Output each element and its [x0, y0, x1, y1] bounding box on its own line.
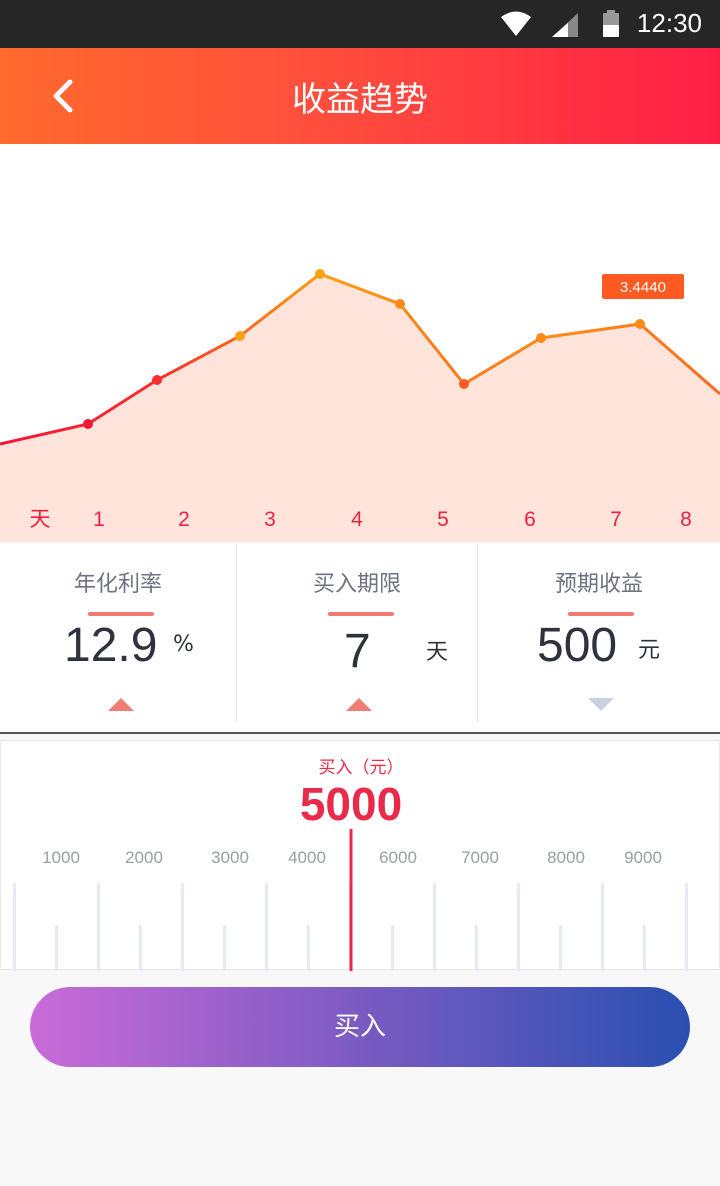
chart-point: [536, 333, 546, 343]
chart-point: [459, 379, 469, 389]
chart-x-tick-label: 4: [351, 508, 363, 531]
stat-annual-rate: 年化利率 12.9 %: [0, 544, 236, 724]
trend-chart-svg: 天 1 2 3 4 5 6 7 8 3.4440: [0, 269, 720, 542]
stat-underline: [568, 612, 634, 616]
chart-x-tick-label: 7: [610, 508, 622, 531]
ruler-tick: [265, 883, 268, 971]
divider: [477, 544, 478, 722]
stat-underline: [328, 612, 394, 616]
chart-point: [635, 319, 645, 329]
chart-x-tick-label: 3: [264, 508, 276, 531]
stat-underline: [88, 612, 154, 616]
ruler-tick: [223, 925, 226, 971]
app-bar: 收益趋势: [0, 48, 720, 144]
stat-term: 买入期限 7 天: [237, 544, 477, 724]
stat-expected-earnings: 预期收益 500 元: [478, 544, 720, 724]
battery-icon: [603, 10, 619, 37]
ruler-tick-label: 6000: [379, 848, 417, 867]
wifi-icon: [501, 11, 531, 36]
ruler-label: 买入（元）: [318, 758, 404, 778]
ruler-value: 5000: [299, 778, 403, 830]
divider: [236, 544, 237, 722]
chart-area-fill: [0, 274, 720, 542]
stat-value: 500: [537, 619, 618, 672]
ruler-tick: [433, 883, 436, 971]
chart-x-tick-label: 1: [93, 508, 105, 531]
ruler-tick: [391, 925, 394, 971]
chart-x-tick-label: 5: [437, 508, 449, 531]
decrease-arrow-icon[interactable]: [588, 698, 614, 711]
ruler-tick: [307, 925, 310, 971]
chart-x-tick-label: 6: [524, 508, 536, 531]
stat-label: 买入期限: [312, 572, 401, 597]
ruler-tick: [559, 925, 562, 971]
ruler-tick: [13, 883, 16, 971]
stat-value: 7: [344, 625, 371, 678]
chart-series-line: [0, 272, 720, 446]
chart-value-label: 3.4440: [620, 279, 666, 296]
chart-x-tick-label: 8: [680, 508, 692, 531]
ruler-tick-label: 8000: [547, 848, 585, 867]
earnings-trend-chart: 天 1 2 3 4 5 6 7 8 3.4440: [0, 144, 720, 542]
amount-ruler[interactable]: 1000 2000 3000 4000 6000 7000 8000 9000 买入（元） 5…: [0, 740, 720, 971]
chart-value-tooltip: [602, 274, 684, 299]
cell-signal-icon: [552, 13, 578, 37]
ruler-tick: [643, 925, 646, 971]
chevron-left-icon[interactable]: [40, 74, 84, 118]
ruler-tick: [97, 883, 100, 971]
ruler-tick-label: 1000: [42, 848, 80, 867]
ruler-tick: [181, 883, 184, 971]
status-bar: 12:30: [0, 0, 720, 48]
chart-x-tick-label: 2: [178, 508, 190, 531]
ruler-tick: [685, 883, 688, 971]
ruler-tick-label: 9000: [624, 848, 662, 867]
buy-button[interactable]: 买入: [30, 987, 690, 1067]
page-title: 收益趋势: [292, 80, 428, 120]
chart-point: [152, 375, 162, 385]
ruler-tick: [55, 925, 58, 971]
ruler-tick: [517, 883, 520, 971]
stat-value: 12.9: [64, 619, 158, 672]
ruler-tick-label: 7000: [461, 848, 499, 867]
increase-arrow-icon[interactable]: [346, 698, 372, 711]
stat-label: 年化利率: [73, 572, 162, 597]
ruler-tick: [139, 925, 142, 971]
ruler-tick: [475, 925, 478, 971]
status-time: 12:30: [636, 8, 702, 38]
stat-unit: 天: [426, 640, 449, 665]
stat-unit: %: [173, 632, 194, 657]
chart-point: [395, 299, 405, 309]
stat-unit: 元: [638, 638, 661, 663]
ruler-scale[interactable]: 1000 2000 3000 4000 6000 7000 8000 9000: [1, 741, 720, 971]
ruler-tick-label: 4000: [288, 848, 326, 867]
ruler-tick-label: 3000: [211, 848, 249, 867]
increase-arrow-icon[interactable]: [108, 698, 134, 711]
chart-point: [315, 269, 325, 279]
chart-point: [83, 419, 93, 429]
ruler-tick: [601, 883, 604, 971]
stat-label: 预期收益: [554, 572, 643, 597]
chart-point: [235, 331, 245, 341]
chart-x-tick-label: 天: [30, 508, 51, 531]
stats-panel: 年化利率 12.9 % 买入期限 7 天 预期收益 500 元: [0, 544, 720, 734]
ruler-tick-label: 2000: [125, 848, 163, 867]
